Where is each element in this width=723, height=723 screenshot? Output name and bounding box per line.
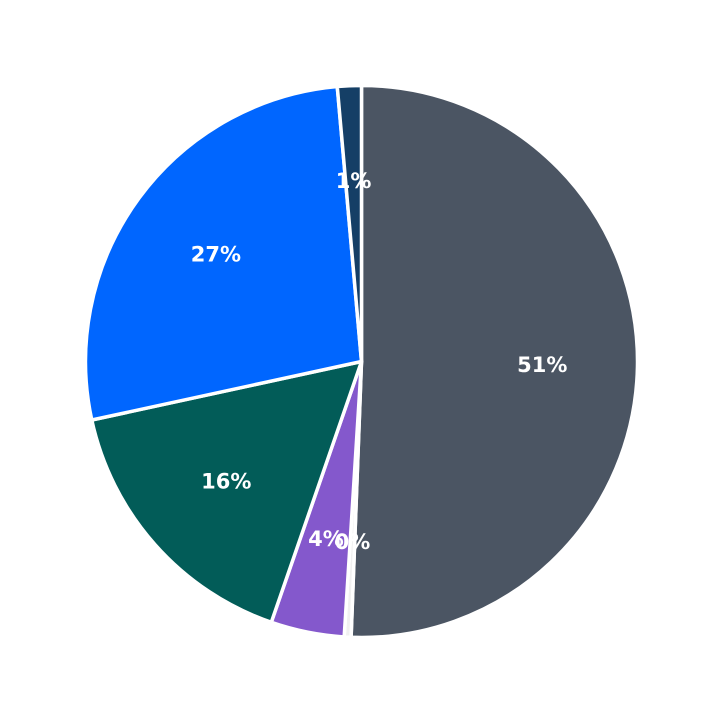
pie-slices <box>83 83 640 640</box>
slice-label-2: 4% <box>308 527 344 551</box>
slice-label-0: 51% <box>517 353 567 377</box>
pie-slice-0 <box>349 83 640 640</box>
slice-label-3: 16% <box>201 469 251 493</box>
slice-label-1: 0% <box>335 530 371 554</box>
pie-slice-5 <box>335 83 364 364</box>
slice-label-4: 27% <box>191 242 241 266</box>
pie-labels: 51% 0%4% 16% 27% 1% <box>191 169 568 554</box>
slice-label-5: 1% <box>336 169 372 193</box>
pie-slice-4 <box>83 84 364 422</box>
pie-slice-3 <box>90 359 364 625</box>
